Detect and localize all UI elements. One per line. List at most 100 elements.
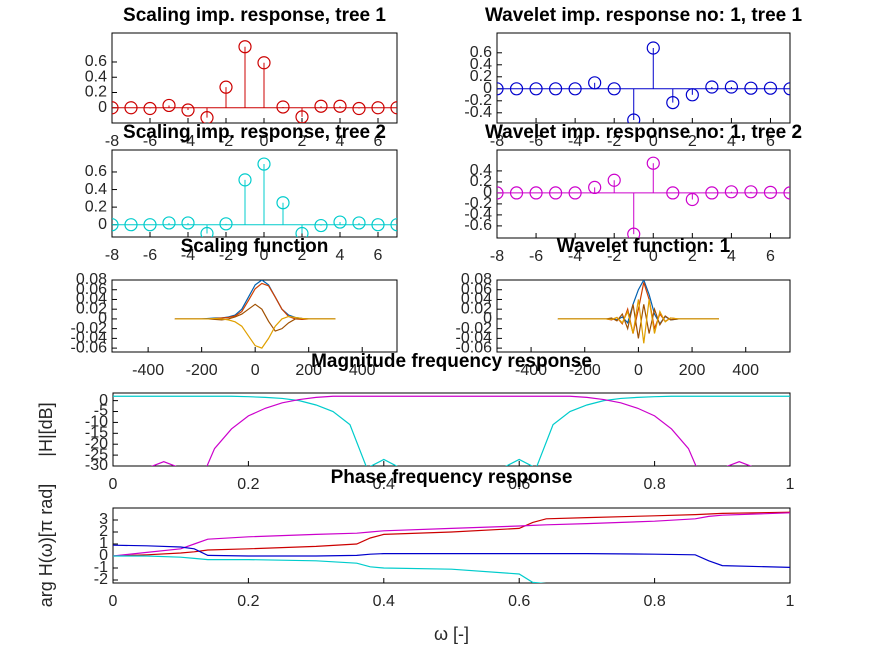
y-tick-label: 0.2 [85,198,107,215]
stem-marker [588,180,602,194]
stem-marker [112,218,119,232]
x-tick-label: -8 [490,248,504,265]
y-tick-label: 0.06 [461,281,492,298]
y-tick-label: 0.6 [85,53,107,70]
stem-marker [314,218,328,233]
x-tick-label: -8 [105,133,119,150]
y-tick-label: 0.4 [470,56,492,73]
x-tick-label: 0 [109,593,118,610]
y-tick-label: -10 [85,414,108,431]
stem-marker [744,81,758,95]
stem-marker [276,196,290,210]
y-tick-label: 0 [483,310,492,327]
chart-title: Wavelet imp. response no: 1, tree 2 [485,122,802,143]
y-tick-label: -0.4 [464,104,492,121]
x-tick-label: 1 [786,593,795,610]
stem-marker [685,88,699,102]
x-tick-label: -4 [181,247,195,264]
plot-content [497,156,790,238]
y-axis-label: arg H(ω)[π rad] [36,484,56,608]
x-tick-label: 2 [298,133,307,150]
y-tick-label: -0.04 [456,330,493,347]
x-tick-label: -8 [105,247,119,264]
y-tick-label: 0.08 [461,271,492,288]
y-tick-label: 1 [99,535,108,552]
x-tick-label: 2 [688,248,697,265]
stem-marker [371,101,385,115]
y-tick-label: 0 [98,216,107,233]
stem-marker [509,82,524,96]
chart-title: Magnitude frequency response [311,351,592,372]
x-tick-label: 0 [260,247,269,264]
plot-content [112,40,397,123]
y-tick-label: -15 [85,425,108,442]
x-tick-label: -2 [607,133,621,150]
stem-marker [238,40,252,54]
stem-marker [763,81,778,95]
stem-marker [143,101,157,116]
stem-marker [627,227,641,238]
stem-marker [390,101,397,115]
stem-marker [783,82,790,96]
stem-marker [276,100,290,114]
x-tick-label: -2 [219,133,233,150]
stem-marker [607,173,621,187]
plot-content [557,280,719,344]
stem-marker [295,226,309,237]
stem-marker [529,186,543,200]
y-tick-label: 0.04 [76,291,107,308]
stem-marker [352,216,366,230]
stem-marker [162,216,176,230]
x-tick-label: 0.4 [373,476,395,493]
plot-area [112,507,791,584]
stem-marker [724,80,739,94]
stem-marker [497,82,504,96]
plot-content [174,280,336,349]
plot-area [111,149,398,238]
y-tick-label: -30 [85,457,108,474]
stem-marker [200,111,214,123]
x-tick-label: -200 [569,362,601,379]
x-tick-label: 2 [298,247,307,264]
x-tick-label: 0.8 [643,476,665,493]
stem-marker [333,215,347,229]
x-tick-label: 6 [766,248,775,265]
stem-marker [548,82,563,96]
plot-area [496,32,791,124]
x-tick-label: 400 [732,362,759,379]
stem-marker [124,218,138,232]
x-tick-label: -6 [529,248,543,265]
stem-marker [607,82,621,96]
stem-marker [314,99,328,113]
x-tick-label: -4 [568,248,582,265]
x-tick-label: 200 [679,362,706,379]
y-tick-label: 0.06 [76,281,107,298]
y-tick-label: 0 [98,310,107,327]
y-tick-label: 0.4 [85,181,107,198]
x-tick-label: 0 [251,362,260,379]
x-tick-label: 2 [688,133,697,150]
y-tick-label: -0.6 [464,217,492,234]
stem-marker [568,82,582,96]
x-tick-label: 6 [374,247,383,264]
stem-marker [112,101,119,115]
plot-area [111,32,398,124]
chart-title: Phase frequency response [331,467,573,488]
y-tick-label: -0.06 [71,339,108,356]
x-tick-label: 4 [727,133,736,150]
y-tick-label: -25 [85,446,108,463]
stem-marker [763,185,778,199]
x-tick-label: 6 [766,133,775,150]
chart-title: Scaling function [181,236,329,257]
y-tick-label: -2 [94,571,108,588]
x-tick-label: -6 [143,247,157,264]
y-tick-label: -0.02 [71,320,108,337]
x-tick-label: -2 [219,247,233,264]
y-tick-label: 0 [483,184,492,201]
line [113,555,790,583]
x-tick-label: 200 [295,362,322,379]
y-tick-label: 0.2 [85,84,107,101]
chart-title: Wavelet function: 1 [557,236,731,257]
plot-content [113,511,790,583]
y-tick-label: 0.4 [470,162,492,179]
